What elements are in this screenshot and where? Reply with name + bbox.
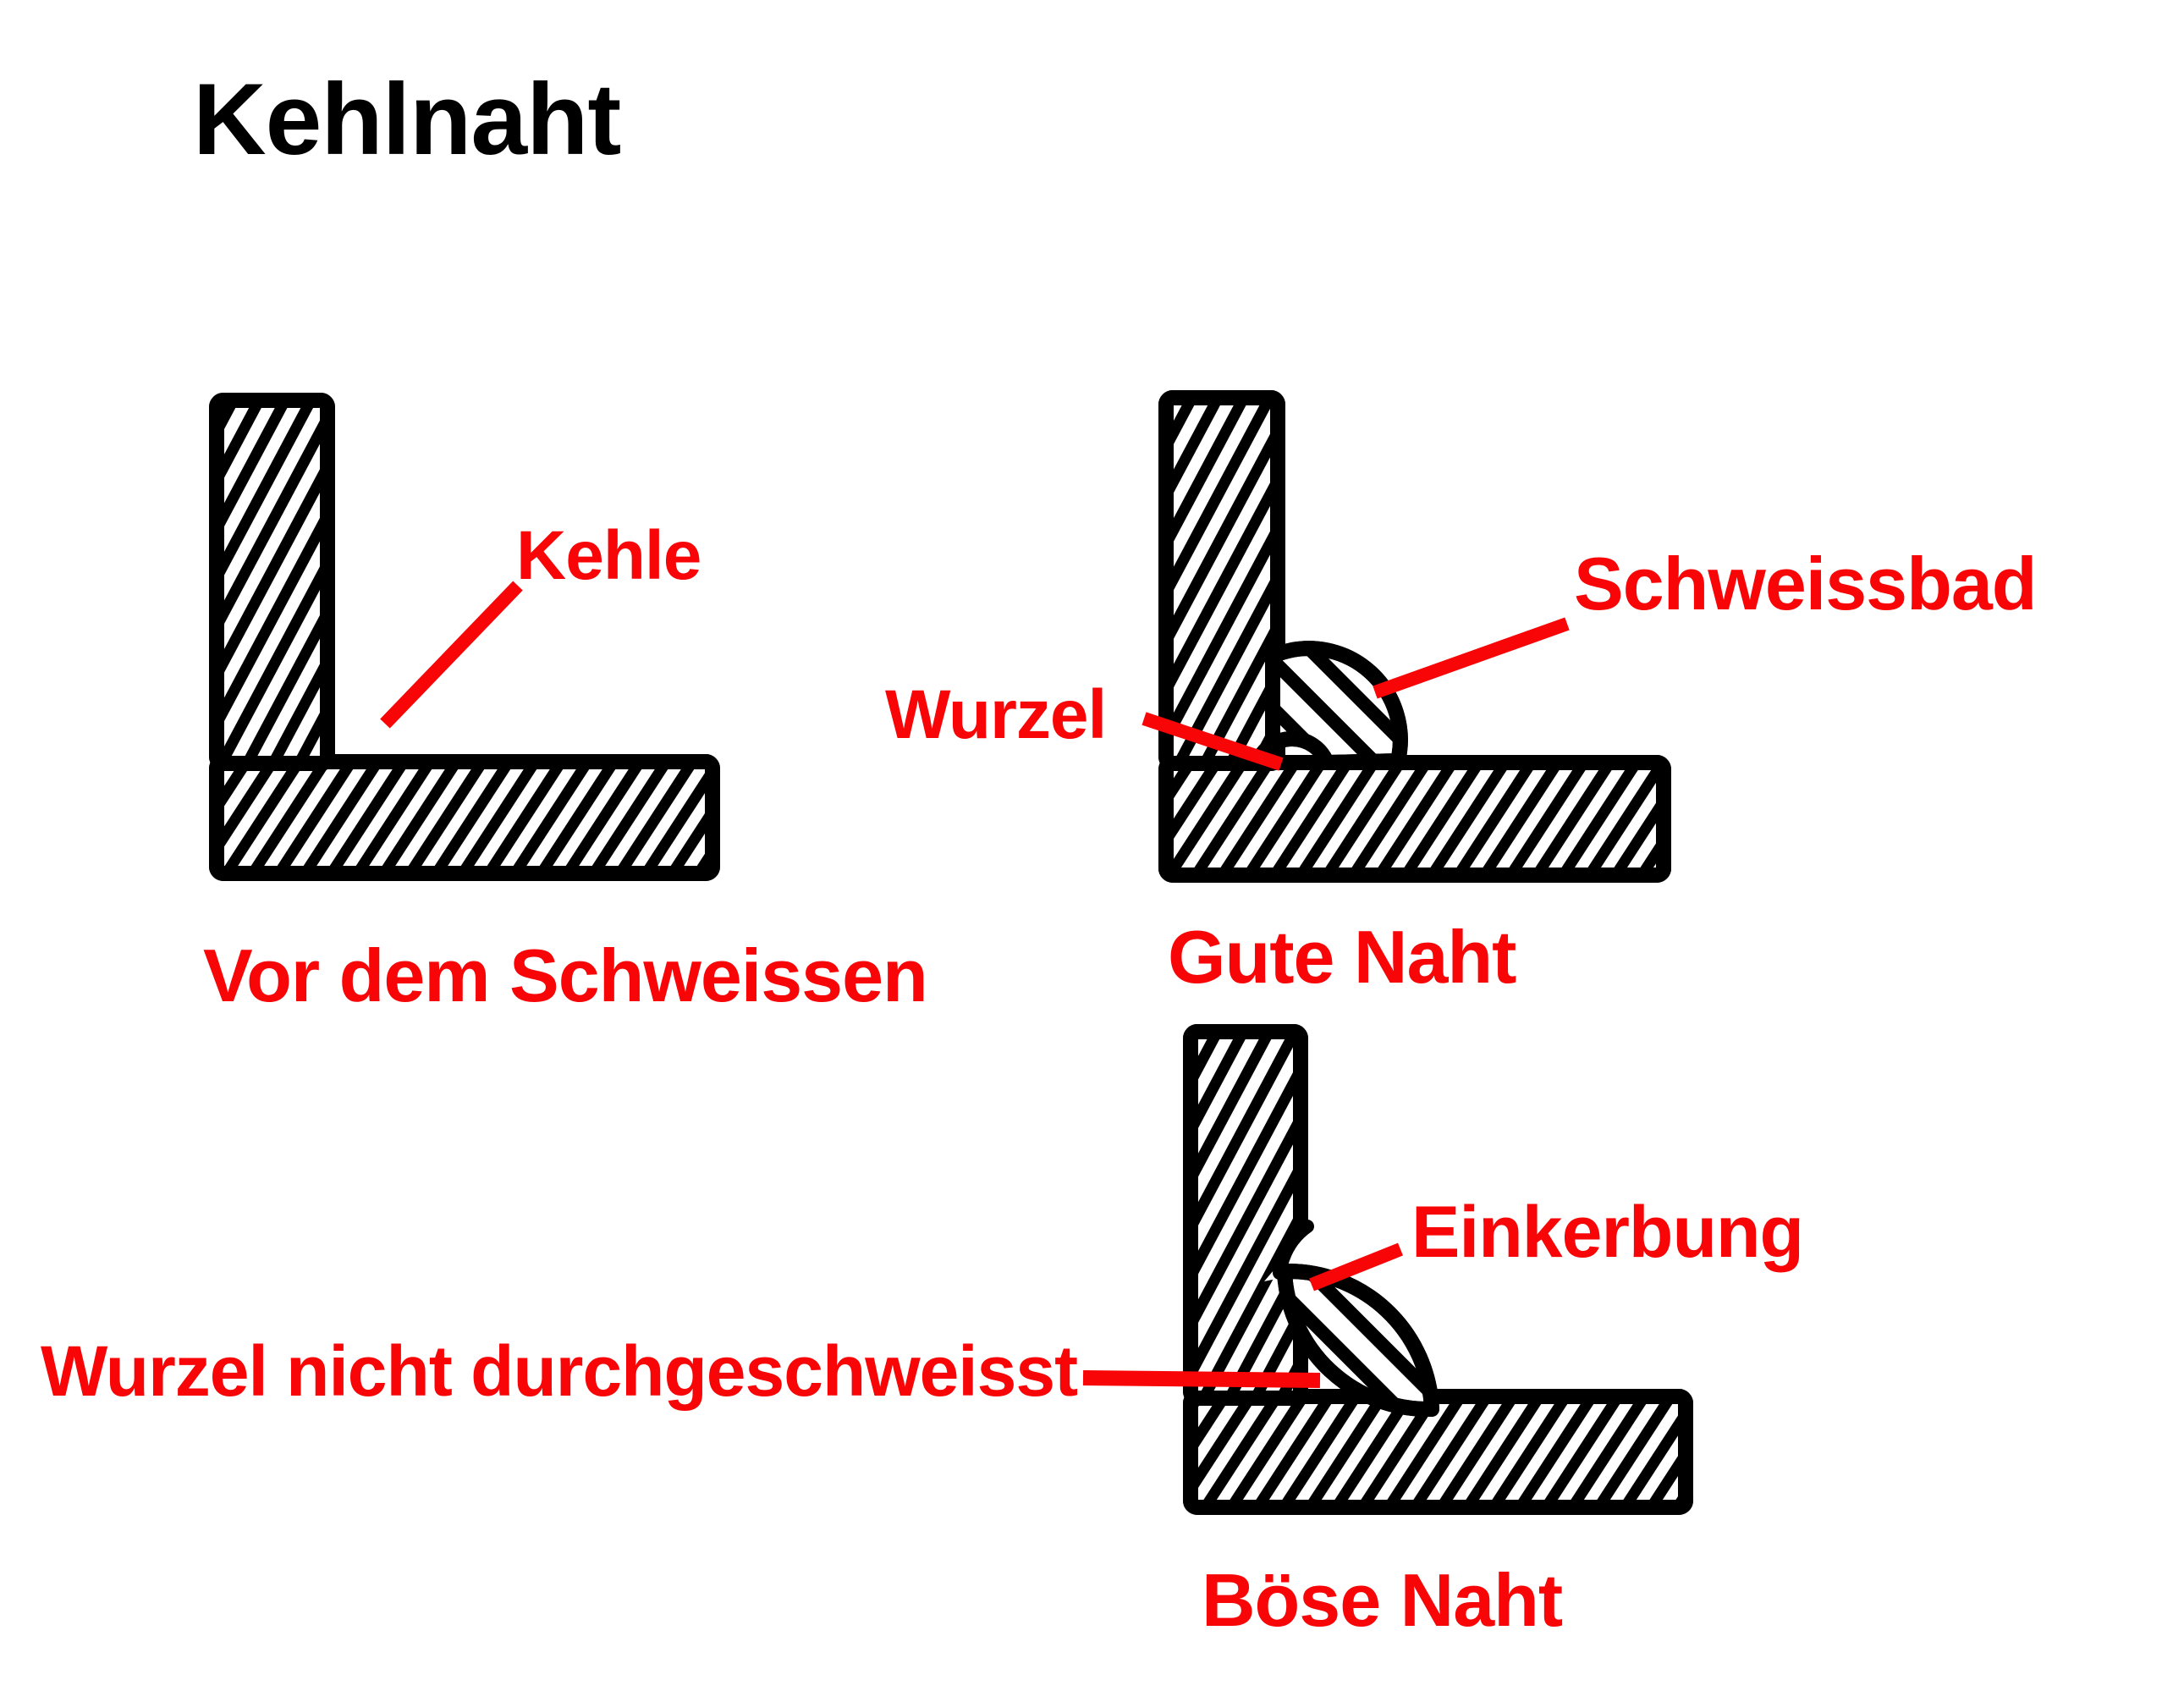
weld-bead <box>1277 1263 1439 1418</box>
caption-before-welding: Vor dem Schweissen <box>203 934 928 1017</box>
caption-bad-weld: Böse Naht <box>1202 1558 1563 1642</box>
label-kehle: Kehle <box>516 517 701 594</box>
leader-schweissbad <box>1373 617 1570 699</box>
figure-before-welding <box>209 393 720 881</box>
leader-kehle <box>380 581 523 729</box>
caption-good-weld: Gute Naht <box>1168 915 1516 999</box>
label-wurzel: Wurzel <box>885 676 1107 753</box>
figure-good-weld <box>1158 390 1671 883</box>
leader-einkerbung <box>1309 1242 1403 1292</box>
page-title: Kehlnaht <box>193 63 621 176</box>
leader-wurzel-nicht <box>1082 1370 1321 1388</box>
plate-horizontal-hatch <box>209 754 720 881</box>
figure-bad-weld <box>1183 1024 1693 1515</box>
label-wurzel-nicht-durchgeschweisst: Wurzel nicht durchgeschweisst <box>41 1331 1078 1411</box>
plate-vertical-hatch <box>1183 1024 1308 1406</box>
leader-wurzel <box>1142 712 1284 771</box>
plate-vertical-hatch <box>209 393 335 771</box>
label-schweissbad: Schweissbad <box>1574 542 2038 625</box>
label-einkerbung: Einkerbung <box>1411 1192 1804 1273</box>
weld-bead <box>1250 641 1408 770</box>
plate-horizontal-hatch <box>1158 755 1671 883</box>
plate-vertical-hatch <box>1158 390 1285 771</box>
